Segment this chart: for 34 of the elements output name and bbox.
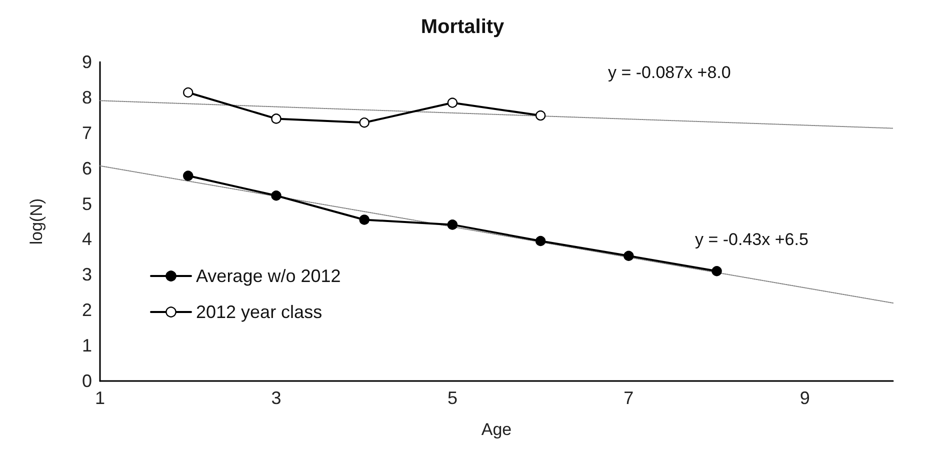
point xyxy=(183,87,194,98)
x-tick-label: 9 xyxy=(800,388,810,408)
y-axis-title: log(N) xyxy=(27,198,46,245)
legend-label: 2012 year class xyxy=(196,302,322,322)
y-tick-label: 7 xyxy=(82,122,92,143)
point xyxy=(624,250,634,261)
legend-label: Average w/o 2012 xyxy=(196,266,341,286)
point xyxy=(359,214,370,225)
y-tick-label: 3 xyxy=(82,264,92,285)
y-tick-label: 4 xyxy=(82,229,92,250)
y-tick-label: 8 xyxy=(82,87,92,108)
x-tick-label: 1 xyxy=(94,388,106,408)
x-tick-label: 5 xyxy=(447,388,458,408)
x-tick-label: 3 xyxy=(271,388,282,408)
point xyxy=(359,118,370,128)
chart-title: Mortality xyxy=(420,16,506,38)
point xyxy=(183,170,194,181)
point xyxy=(271,114,282,124)
annotation: y = -0.43x +6.5 xyxy=(695,230,808,249)
y-tick-label: 6 xyxy=(82,158,92,178)
y-tick-label: 2 xyxy=(82,300,92,320)
y-tick-label: 5 xyxy=(82,194,92,214)
point xyxy=(447,220,458,230)
y-tick-label: 1 xyxy=(82,336,92,356)
point xyxy=(447,98,458,108)
point xyxy=(535,110,546,121)
y-tick-label: 0 xyxy=(82,371,92,391)
annotation: y = -0.087x +8.0 xyxy=(608,63,731,82)
x-axis-title: Age xyxy=(481,420,512,439)
point xyxy=(535,236,546,246)
point xyxy=(271,190,282,201)
point xyxy=(712,266,722,276)
y-tick-label: 9 xyxy=(82,52,92,72)
x-tick-label: 7 xyxy=(624,388,634,408)
